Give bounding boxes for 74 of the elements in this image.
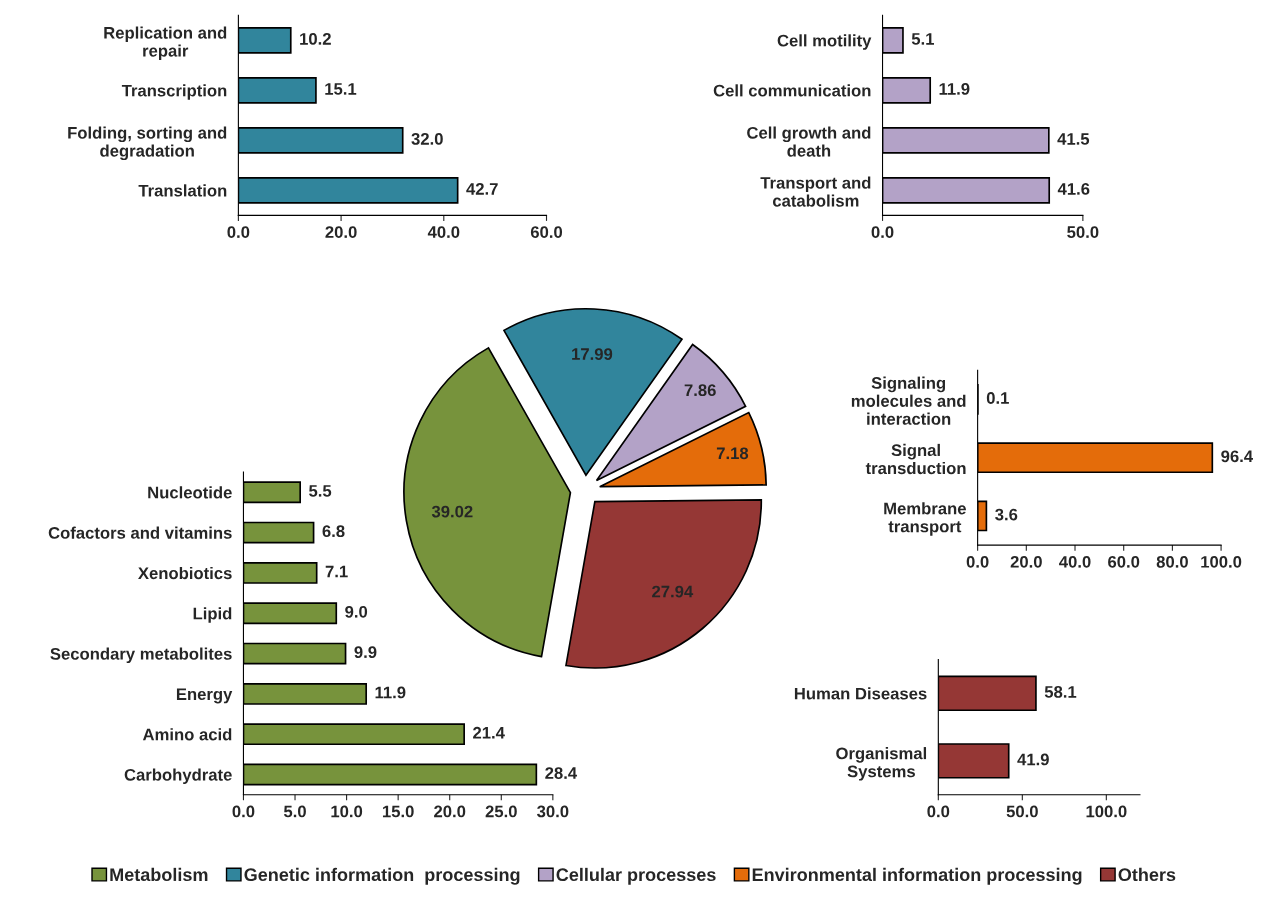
data-label: 58.1: [1044, 685, 1077, 698]
data-label: 9.0: [345, 605, 368, 618]
y-tick-label: Cofactors and vitamins: [48, 526, 232, 539]
y-tick-label: Signal transduction: [865, 443, 966, 475]
y-tick-label: Xenobiotics: [138, 566, 232, 580]
y-tick-label: Translation: [138, 184, 227, 197]
data-label: 32.0: [411, 133, 443, 145]
data-label: 10.2: [300, 32, 331, 45]
data-label: 5.5: [309, 485, 332, 497]
y-tick-label: Signaling molecules and interaction: [851, 376, 966, 425]
data-label: 6.8: [322, 525, 345, 538]
x-tick-label: 0.0: [927, 805, 950, 818]
x-tick-label: 40.0: [1059, 555, 1091, 568]
y-tick-label: Nucleotide: [148, 486, 232, 499]
data-label: 96.4: [1221, 450, 1253, 463]
x-tick-label: 30.0: [537, 805, 569, 818]
y-tick-label: Cell growth and death: [747, 126, 871, 157]
data-label: 42.7: [466, 183, 498, 195]
legend-label: Environmental information processing: [752, 867, 1082, 885]
y-tick-label: Secondary metabolites: [50, 647, 232, 664]
data-label: 41.6: [1057, 183, 1090, 195]
data-label: 11.9: [939, 83, 970, 95]
data-label: 7.86: [684, 384, 716, 397]
x-tick-label: 5.0: [283, 805, 306, 818]
x-tick-label: 20.0: [434, 805, 466, 818]
y-tick-label: Cell motility: [777, 34, 872, 50]
data-label: 39.02: [431, 505, 473, 518]
data-label: 41.9: [1017, 753, 1049, 766]
x-tick-label: 40.0: [427, 226, 460, 238]
legend-label: Metabolism: [110, 867, 208, 882]
data-label: 21.4: [473, 726, 505, 739]
y-tick-label: Human Diseases: [794, 687, 927, 700]
legend-label: Others: [1118, 867, 1176, 882]
y-tick-label: Energy: [176, 688, 233, 704]
data-label: 0.1: [986, 392, 1009, 404]
x-tick-label: 80.0: [1156, 555, 1188, 568]
data-label: 5.1: [911, 33, 934, 45]
x-tick-label: 0.0: [871, 226, 894, 238]
x-tick-label: 100.0: [1201, 555, 1242, 568]
x-tick-label: 60.0: [530, 226, 563, 238]
x-tick-label: 0.0: [966, 555, 989, 568]
x-tick-label: 25.0: [485, 805, 517, 818]
data-label: 11.9: [375, 686, 406, 699]
y-tick-label: Cell communication: [713, 84, 871, 97]
x-tick-label: 100.0: [1086, 805, 1127, 818]
legend-label: Cellular processes: [556, 867, 716, 885]
y-tick-label: Transcription: [121, 84, 227, 100]
x-tick-label: 50.0: [1006, 805, 1038, 818]
legend-label: Genetic information processing: [244, 867, 520, 885]
y-tick-label: Membrane transport: [884, 502, 966, 536]
y-tick-label: Transport and catabolism: [760, 176, 871, 207]
y-tick-label: Lipid: [193, 607, 232, 623]
y-tick-label: Folding, sorting and degradation: [68, 126, 227, 161]
x-tick-label: 50.0: [1067, 226, 1099, 238]
x-tick-label: 15.0: [382, 805, 414, 818]
x-tick-label: 60.0: [1108, 555, 1140, 568]
y-tick-label: Organismal Systems: [836, 747, 927, 781]
data-label: 28.4: [545, 767, 578, 779]
x-tick-label: 0.0: [227, 226, 250, 238]
x-tick-label: 20.0: [325, 226, 357, 238]
data-label: 7.18: [716, 447, 749, 460]
x-tick-label: 10.0: [331, 805, 363, 818]
data-label: 15.1: [325, 83, 357, 95]
data-label: 7.1: [325, 565, 348, 578]
data-label: 41.5: [1057, 133, 1090, 145]
data-label: 9.9: [354, 646, 377, 659]
x-tick-label: 20.0: [1010, 555, 1042, 568]
x-tick-label: 0.0: [232, 805, 255, 818]
y-tick-label: Carbohydrate: [124, 768, 232, 785]
y-tick-label: Amino acid: [142, 728, 232, 741]
data-label: 3.6: [995, 508, 1018, 521]
y-tick-label: Replication and repair: [104, 26, 227, 60]
data-label: 17.99: [572, 348, 613, 360]
data-label: 27.94: [652, 585, 694, 598]
